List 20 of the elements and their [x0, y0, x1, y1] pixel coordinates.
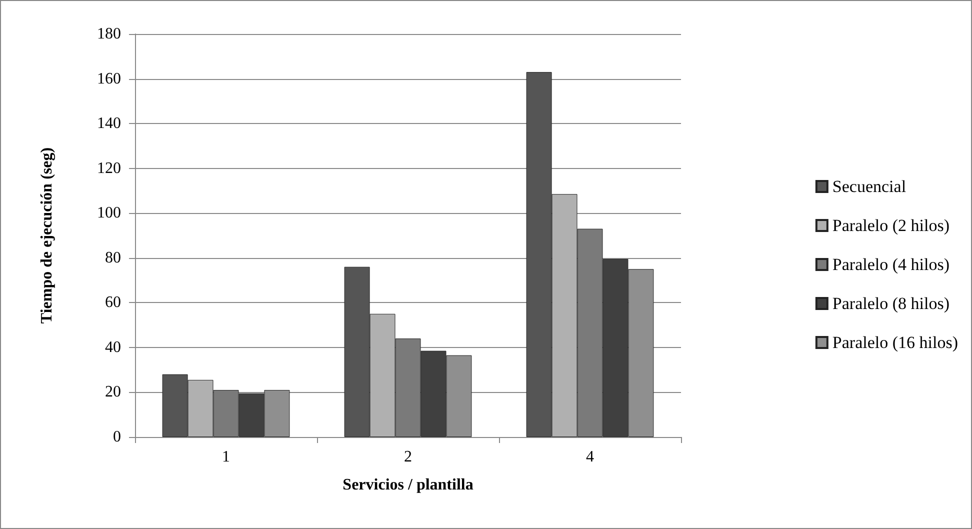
y-tick-label: 80	[105, 249, 121, 266]
x-tick-label: 4	[586, 448, 594, 466]
y-tick-label: 60	[105, 294, 121, 312]
y-tick-label: 20	[105, 384, 121, 401]
y-tick-label: 160	[97, 70, 121, 88]
y-tick-label: 100	[97, 204, 121, 222]
y-tick-label: 140	[97, 115, 121, 132]
x-tick-label: 1	[222, 448, 230, 466]
x-tick-label: 2	[404, 448, 412, 466]
y-tick-label: 0	[113, 428, 121, 446]
legend-label: Paralelo (16 hilos)	[832, 333, 958, 352]
legend-label: Secuencial	[832, 177, 906, 196]
legend-label: Paralelo (8 hilos)	[832, 294, 950, 313]
legend-label: Paralelo (2 hilos)	[832, 216, 950, 235]
x-axis-title: Servicios / plantilla	[342, 476, 474, 494]
y-axis-title: Tiempo de ejecución (seg)	[38, 147, 56, 324]
y-tick-label: 180	[97, 26, 121, 42]
legend-label: Paralelo (4 hilos)	[832, 255, 950, 274]
y-tick-label: 40	[105, 338, 121, 356]
y-tick-label: 120	[97, 160, 121, 177]
